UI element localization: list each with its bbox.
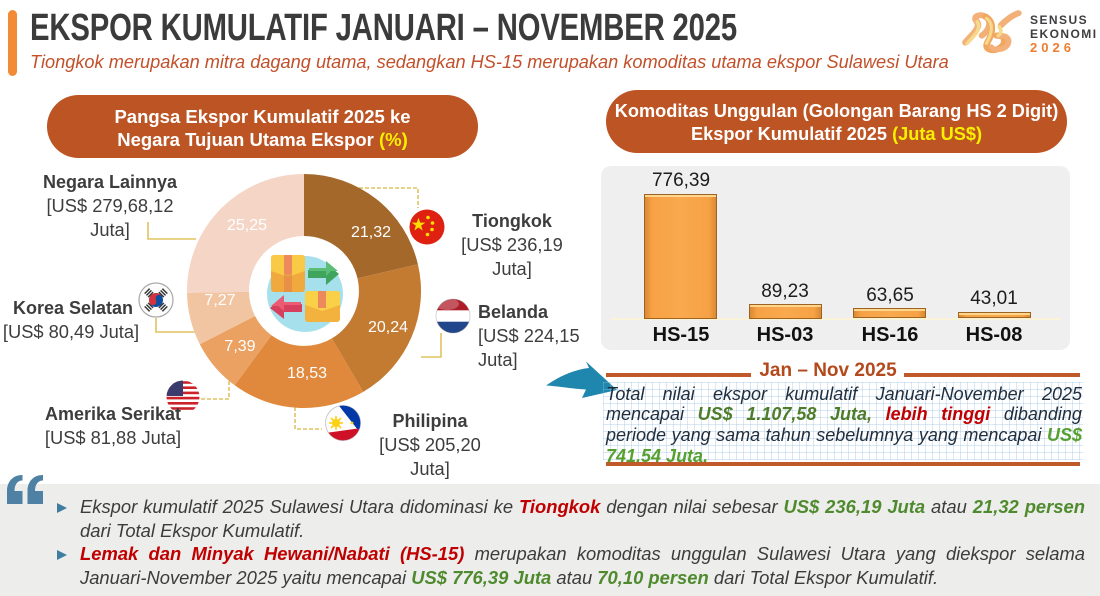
svg-text:25,25: 25,25: [227, 217, 267, 234]
svg-text:20,24: 20,24: [368, 319, 408, 336]
svg-text:7,39: 7,39: [224, 338, 255, 355]
svg-text:21,32: 21,32: [351, 224, 391, 241]
svg-text:7,27: 7,27: [204, 292, 235, 309]
svg-text:18,53: 18,53: [287, 365, 327, 382]
